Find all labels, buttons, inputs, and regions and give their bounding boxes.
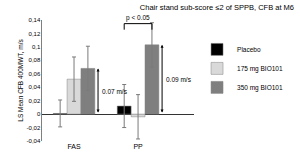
svg-text:Chair stand sub-score ≤2 of SP: Chair stand sub-score ≤2 of SPPB, CFB at… [140, 3, 294, 12]
svg-text:Placebo: Placebo [237, 46, 261, 53]
svg-text:-0,02: -0,02 [27, 125, 41, 131]
svg-text:0,04: 0,04 [29, 84, 41, 90]
svg-text:PP: PP [133, 143, 143, 150]
svg-text:0,14: 0,14 [29, 17, 41, 23]
svg-text:0,12: 0,12 [29, 31, 41, 37]
svg-text:0,02: 0,02 [29, 98, 41, 104]
svg-text:-0,04: -0,04 [27, 138, 41, 144]
svg-text:p < 0.05: p < 0.05 [126, 14, 150, 22]
svg-text:175 mg BIO101: 175 mg BIO101 [237, 65, 283, 73]
svg-text:0,06: 0,06 [29, 71, 41, 77]
svg-text:0,1: 0,1 [32, 44, 41, 50]
svg-text:0.07 m/s: 0.07 m/s [102, 88, 128, 95]
svg-text:0,08: 0,08 [29, 57, 41, 63]
svg-text:LS Mean CFB 400MWT, m/s: LS Mean CFB 400MWT, m/s [17, 39, 24, 122]
svg-text:FAS: FAS [67, 143, 81, 150]
svg-text:0: 0 [37, 111, 41, 117]
svg-text:0.09 m/s: 0.09 m/s [166, 76, 192, 83]
svg-text:350 mg BIO101: 350 mg BIO101 [237, 84, 283, 92]
